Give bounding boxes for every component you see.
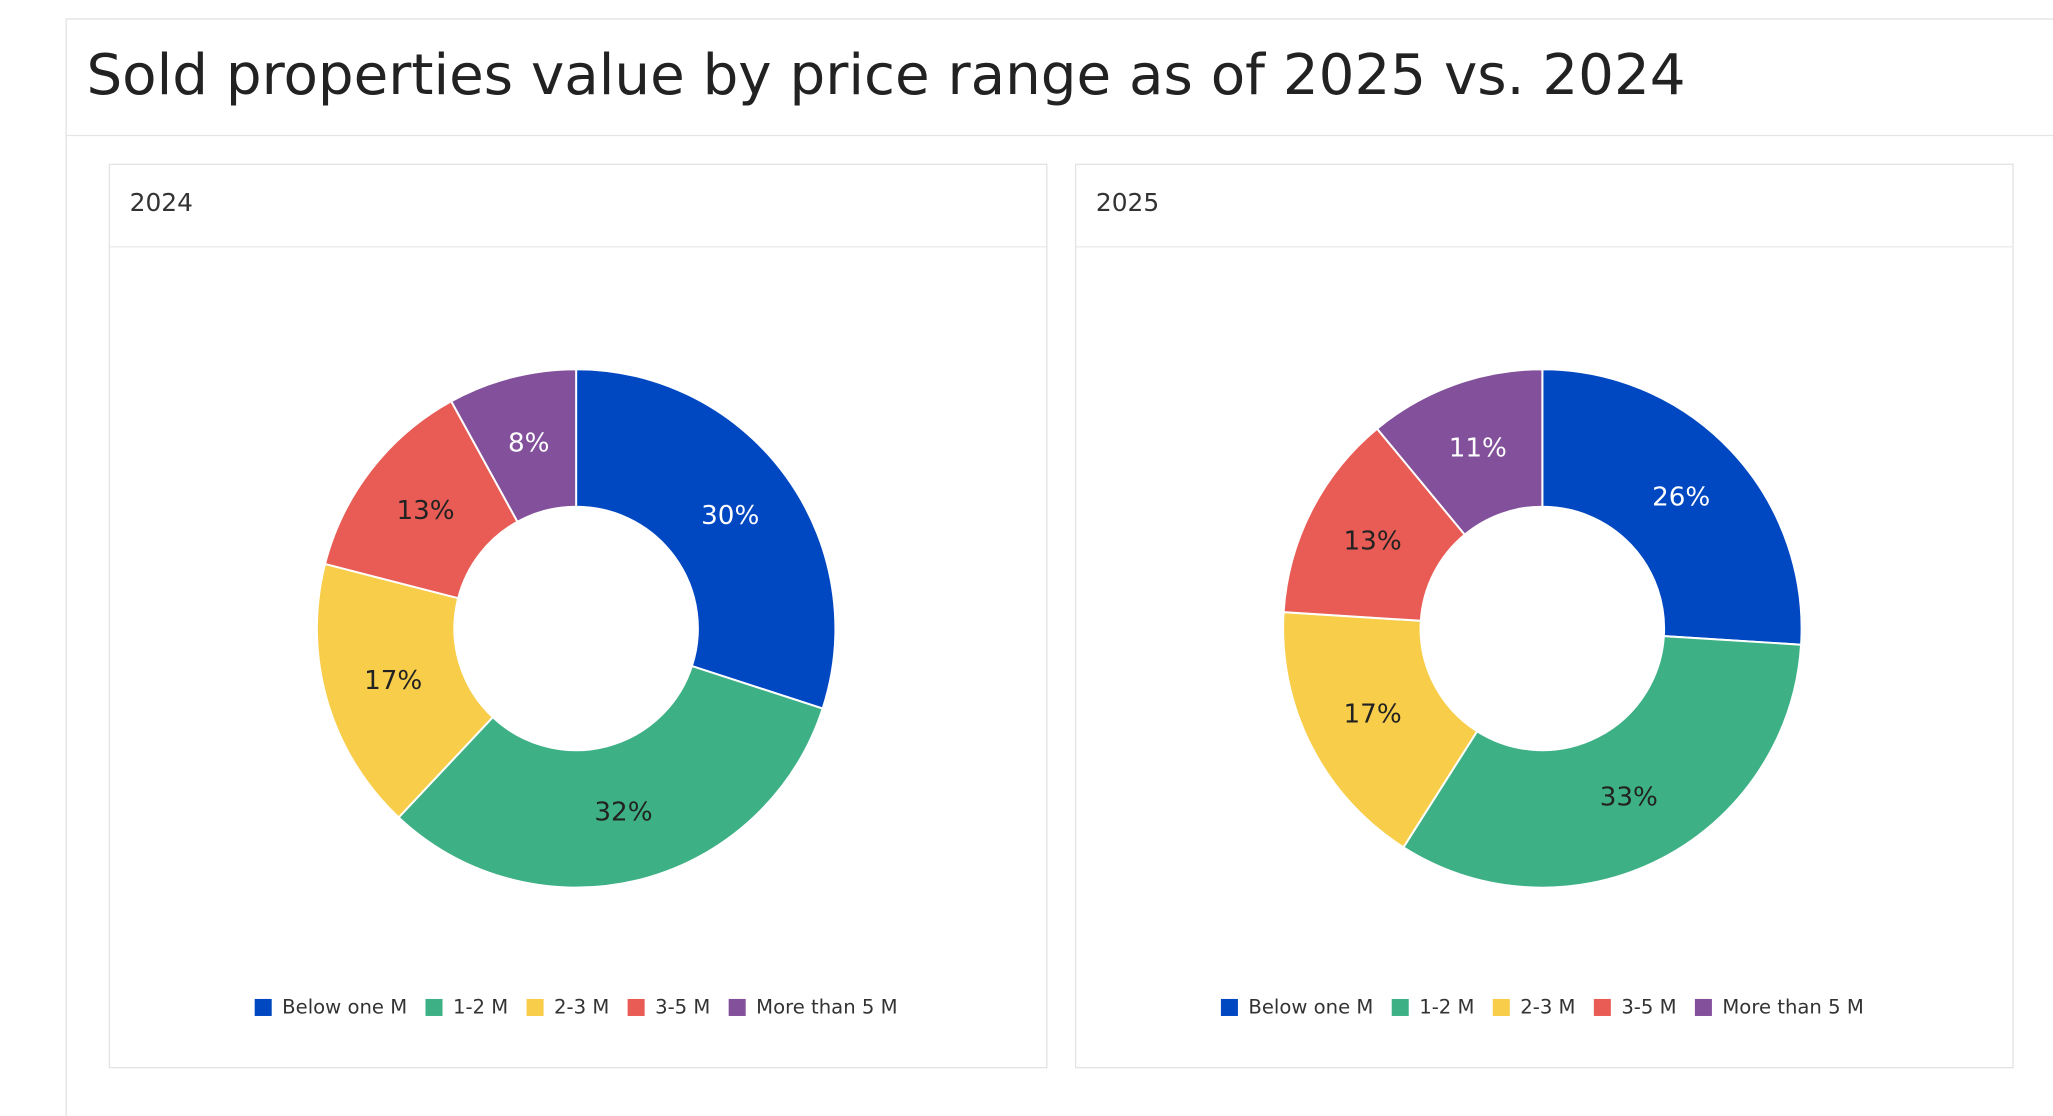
legend-swatch (1391, 998, 1409, 1016)
legend-swatch (1593, 998, 1611, 1016)
panel (108, 163, 1048, 1069)
legend-label: More than 5 M (756, 996, 897, 1019)
slice-label: 26% (1652, 483, 1710, 513)
legend: Below one M 1-2 M 2-3 M 3-5 M More than 5 M (254, 996, 898, 1019)
slice (1402, 635, 1803, 889)
slice (1541, 368, 1803, 646)
slice (1375, 368, 1544, 537)
panel (1074, 163, 2014, 1069)
legend-swatch (526, 998, 544, 1016)
slice-label: 30% (701, 501, 759, 531)
slice-label: 33% (1600, 783, 1658, 813)
legend-swatch (627, 998, 645, 1016)
legend-swatch (1694, 998, 1712, 1016)
panel-title: 2025 (1096, 188, 1159, 217)
legend-label: Below one M (1248, 996, 1373, 1019)
legend-label: 2-3 M (554, 996, 609, 1019)
legend-swatch (254, 998, 272, 1016)
slice-label: 32% (594, 797, 652, 827)
legend-label: 2-3 M (1520, 996, 1575, 1019)
slice-label: 13% (397, 496, 455, 526)
slice (575, 368, 837, 710)
legend-label: 3-5 M (655, 996, 710, 1019)
slice (315, 562, 495, 819)
slice (397, 664, 824, 889)
legend-label: 1-2 M (453, 996, 508, 1019)
slice-label: 8% (508, 428, 550, 458)
legend-label: 3-5 M (1621, 996, 1676, 1019)
panel-title: 2024 (130, 188, 193, 217)
chart-panel: 2024 30% 32% 17% 13% 8% Below one M 1-2 M 2-3 M 3… (108, 163, 1048, 1069)
legend-label: Below one M (282, 996, 407, 1019)
slice-label: 11% (1449, 434, 1507, 464)
legend: Below one M 1-2 M 2-3 M 3-5 M More than 5 M (1220, 996, 1864, 1019)
slice (323, 399, 519, 600)
slice-label: 17% (1344, 699, 1402, 729)
slice (1282, 427, 1467, 622)
legend-swatch (728, 998, 746, 1016)
slice (449, 368, 578, 524)
legend-swatch (425, 998, 443, 1016)
slice-label: 17% (364, 666, 422, 696)
legend-swatch (1220, 998, 1238, 1016)
legend-label: More than 5 M (1722, 996, 1863, 1019)
legend-swatch (1492, 998, 1510, 1016)
slice (1282, 611, 1479, 849)
legend-label: 1-2 M (1419, 996, 1474, 1019)
page-title: Sold properties value by price range as … (86, 43, 1685, 108)
slice-label: 13% (1344, 526, 1402, 556)
chart-panel: 2025 26% 33% 17% 13% 11% Below one M 1-2 M 2-3 M… (1074, 163, 2014, 1069)
